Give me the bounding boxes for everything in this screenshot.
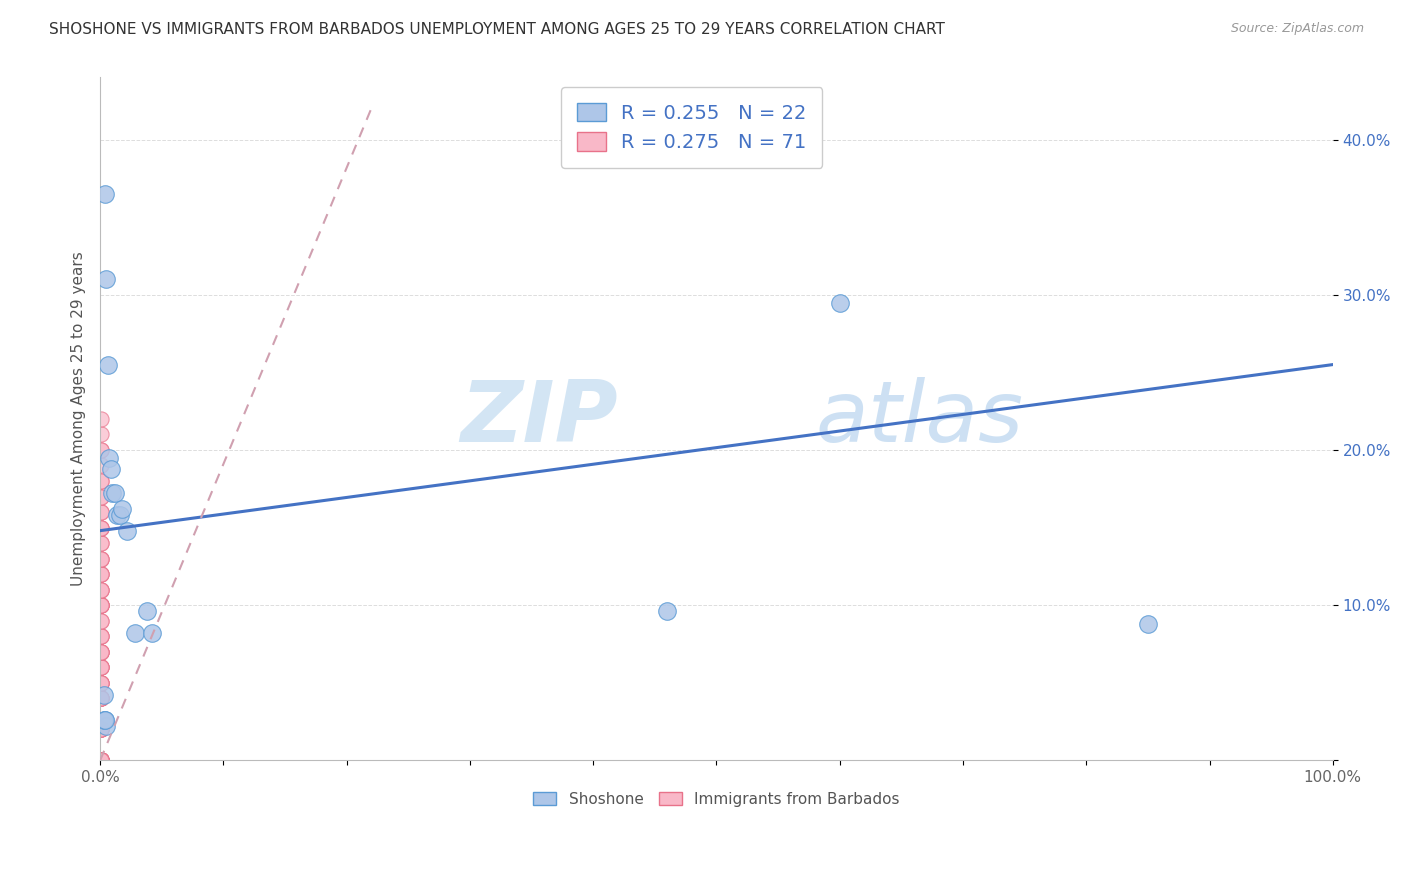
Point [94, 713, 117, 727]
Text: ZIP: ZIP [460, 377, 617, 460]
Point [94, 713, 117, 727]
Point [657, 604, 679, 618]
Point [90, 753, 112, 767]
Point [90, 598, 112, 612]
Point [93, 713, 115, 727]
Point [90, 474, 112, 488]
Point [828, 295, 851, 310]
Point [90, 442, 112, 457]
Point [90, 675, 112, 690]
Point [96, 719, 118, 733]
Point [1136, 616, 1159, 631]
Point [90, 753, 112, 767]
Point [90, 490, 112, 504]
Point [111, 502, 134, 516]
Point [90, 723, 112, 737]
Point [96, 358, 118, 372]
Point [90, 536, 112, 550]
Point [90, 629, 112, 643]
Point [90, 567, 112, 582]
Point [90, 442, 112, 457]
Point [90, 723, 112, 737]
Point [90, 598, 112, 612]
Point [90, 753, 112, 767]
Y-axis label: Unemployment Among Ages 25 to 29 years: Unemployment Among Ages 25 to 29 years [72, 252, 86, 586]
Point [90, 691, 112, 706]
Point [90, 753, 112, 767]
Point [90, 474, 112, 488]
Point [90, 753, 112, 767]
Point [90, 645, 112, 659]
Point [90, 753, 112, 767]
Point [90, 675, 112, 690]
Point [90, 458, 112, 473]
Point [90, 629, 112, 643]
Point [90, 691, 112, 706]
Point [90, 614, 112, 628]
Point [97, 450, 120, 465]
Point [90, 536, 112, 550]
Point [90, 753, 112, 767]
Point [90, 505, 112, 519]
Point [104, 486, 127, 500]
Point [90, 660, 112, 674]
Point [90, 753, 112, 767]
Point [124, 626, 146, 640]
Point [90, 412, 112, 426]
Point [90, 675, 112, 690]
Point [90, 582, 112, 597]
Point [90, 505, 112, 519]
Text: Source: ZipAtlas.com: Source: ZipAtlas.com [1230, 22, 1364, 36]
Point [94, 186, 117, 201]
Point [90, 598, 112, 612]
Point [90, 520, 112, 534]
Point [136, 604, 159, 618]
Point [117, 524, 139, 538]
Point [90, 660, 112, 674]
Point [90, 723, 112, 737]
Point [90, 551, 112, 566]
Point [90, 660, 112, 674]
Point [90, 598, 112, 612]
Point [105, 508, 128, 523]
Point [90, 691, 112, 706]
Point [90, 567, 112, 582]
Point [100, 461, 122, 475]
Point [90, 520, 112, 534]
Point [90, 753, 112, 767]
Point [90, 598, 112, 612]
Point [90, 520, 112, 534]
Point [96, 272, 118, 286]
Point [90, 753, 112, 767]
Point [90, 753, 112, 767]
Point [90, 723, 112, 737]
Point [90, 629, 112, 643]
Point [101, 486, 124, 500]
Point [90, 723, 112, 737]
Point [90, 753, 112, 767]
Text: atlas: atlas [815, 377, 1024, 460]
Point [141, 626, 163, 640]
Point [90, 551, 112, 566]
Point [90, 427, 112, 442]
Point [90, 645, 112, 659]
Point [90, 567, 112, 582]
Point [93, 688, 115, 702]
Point [90, 753, 112, 767]
Point [90, 582, 112, 597]
Point [90, 551, 112, 566]
Legend: Shoshone, Immigrants from Barbados: Shoshone, Immigrants from Barbados [526, 784, 907, 814]
Point [90, 582, 112, 597]
Point [90, 660, 112, 674]
Point [90, 675, 112, 690]
Text: SHOSHONE VS IMMIGRANTS FROM BARBADOS UNEMPLOYMENT AMONG AGES 25 TO 29 YEARS CORR: SHOSHONE VS IMMIGRANTS FROM BARBADOS UNE… [49, 22, 945, 37]
Point [90, 691, 112, 706]
Point [108, 508, 131, 523]
Point [90, 691, 112, 706]
Point [90, 645, 112, 659]
Point [90, 490, 112, 504]
Point [90, 614, 112, 628]
Point [90, 645, 112, 659]
Point [90, 753, 112, 767]
